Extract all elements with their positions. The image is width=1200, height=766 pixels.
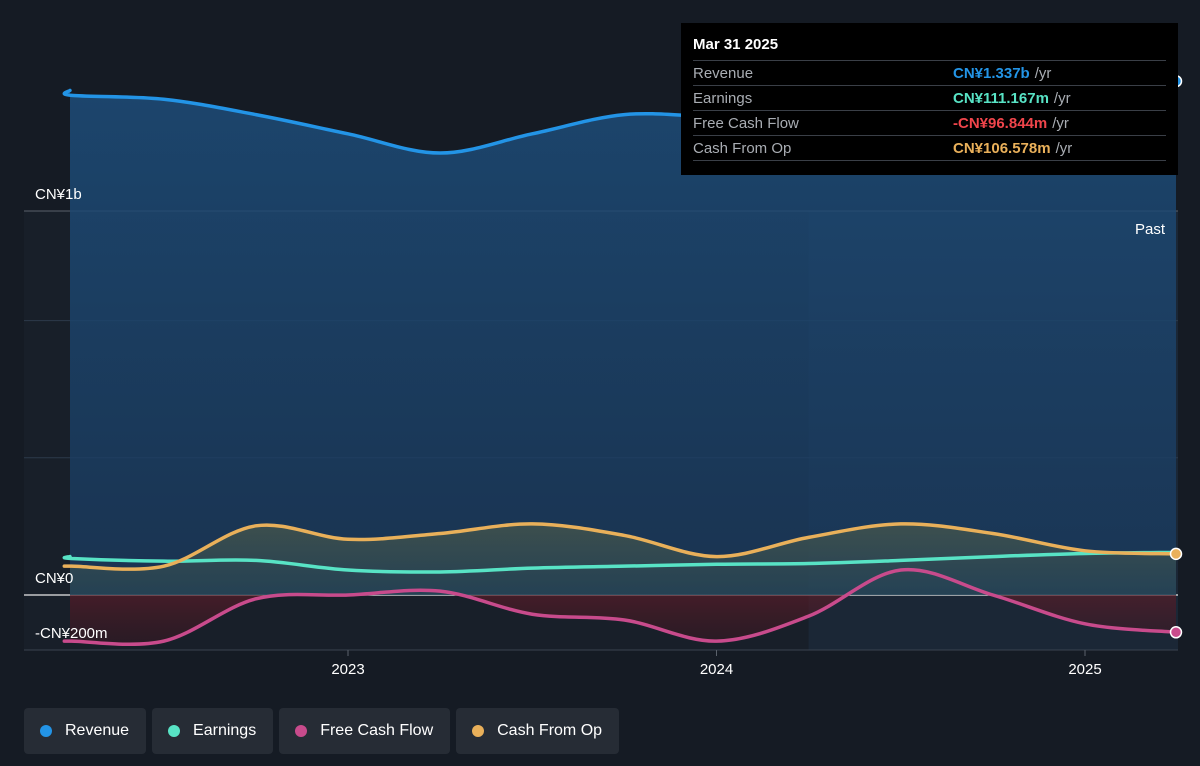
cash-from-op-line	[62, 522, 1178, 571]
legend-earnings[interactable]: Earnings	[152, 708, 274, 754]
axis-ticks: CN¥1b CN¥0 -CN¥200m 2023 2024 2025	[35, 186, 1102, 678]
tooltip-row-revenue: Revenue CN¥1.337b /yr	[693, 60, 1166, 85]
tooltip-value: CN¥106.578m	[953, 139, 1051, 157]
legend-label: Cash From Op	[497, 722, 603, 739]
tooltip-label: Free Cash Flow	[693, 114, 799, 132]
legend: Revenue Earnings Free Cash Flow Cash Fro…	[24, 708, 620, 754]
chart-area: CN¥1b CN¥0 -CN¥200m 2023 2024 2025 Past	[24, 74, 1183, 678]
tooltip-rows: Revenue CN¥1.337b /yr Earnings CN¥111.16…	[693, 60, 1166, 161]
legend-dot-icon	[40, 725, 52, 737]
earnings-line	[62, 550, 1178, 574]
tooltip-label: Revenue	[693, 64, 754, 82]
legend-free-cash-flow[interactable]: Free Cash Flow	[279, 708, 451, 754]
y-tick-label: -CN¥200m	[35, 625, 108, 642]
legend-dot-icon	[168, 725, 181, 737]
tooltip-date: Mar 31 2025	[693, 36, 779, 53]
free-cash-flow-end-marker	[1169, 626, 1183, 639]
tooltip-unit: /yr	[1055, 139, 1073, 157]
tooltip-row-earnings: Earnings CN¥111.167m /yr	[693, 85, 1166, 110]
x-tick-label: 2023	[331, 661, 364, 678]
legend-label: Free Cash Flow	[320, 722, 434, 739]
y-tick-label: CN¥0	[35, 570, 73, 587]
legend-dot-icon	[295, 725, 308, 737]
series-areas	[64, 81, 1176, 645]
tooltip-value: CN¥111.167m	[953, 89, 1049, 107]
tooltip-row-cash-from-op: Cash From Op CN¥106.578m /yr	[693, 135, 1166, 161]
tooltip-row-free-cash-flow: Free Cash Flow -CN¥96.844m /yr	[693, 110, 1166, 135]
revenue-area	[64, 81, 1176, 595]
legend-dot-icon	[472, 725, 485, 737]
x-tick-label: 2024	[700, 661, 733, 678]
y-tick-label: CN¥1b	[35, 186, 82, 203]
tooltip-value: -CN¥96.844m	[953, 114, 1048, 132]
x-tick-label: 2025	[1068, 661, 1101, 678]
legend-label: Revenue	[65, 722, 130, 739]
tooltip-unit: /yr	[1053, 89, 1071, 107]
cash-from-op-area	[64, 523, 1176, 595]
free-cash-flow-area	[64, 595, 1176, 645]
legend-label: Earnings	[193, 722, 257, 739]
tooltip-unit: /yr	[1052, 114, 1069, 132]
cash-from-op-end-marker	[1169, 547, 1183, 561]
free-cash-flow-line	[62, 567, 1178, 646]
tooltip-label: Cash From Op	[693, 139, 792, 157]
legend-cash-from-op[interactable]: Cash From Op	[456, 708, 620, 754]
tooltip-label: Earnings	[693, 89, 753, 107]
past-label: Past	[1135, 221, 1166, 238]
tooltip-panel: Mar 31 2025 Revenue CN¥1.337b /yr Earnin…	[681, 23, 1178, 175]
tooltip-value: CN¥1.337b	[953, 64, 1030, 82]
tooltip-unit: /yr	[1034, 64, 1052, 82]
legend-revenue[interactable]: Revenue	[24, 708, 147, 754]
